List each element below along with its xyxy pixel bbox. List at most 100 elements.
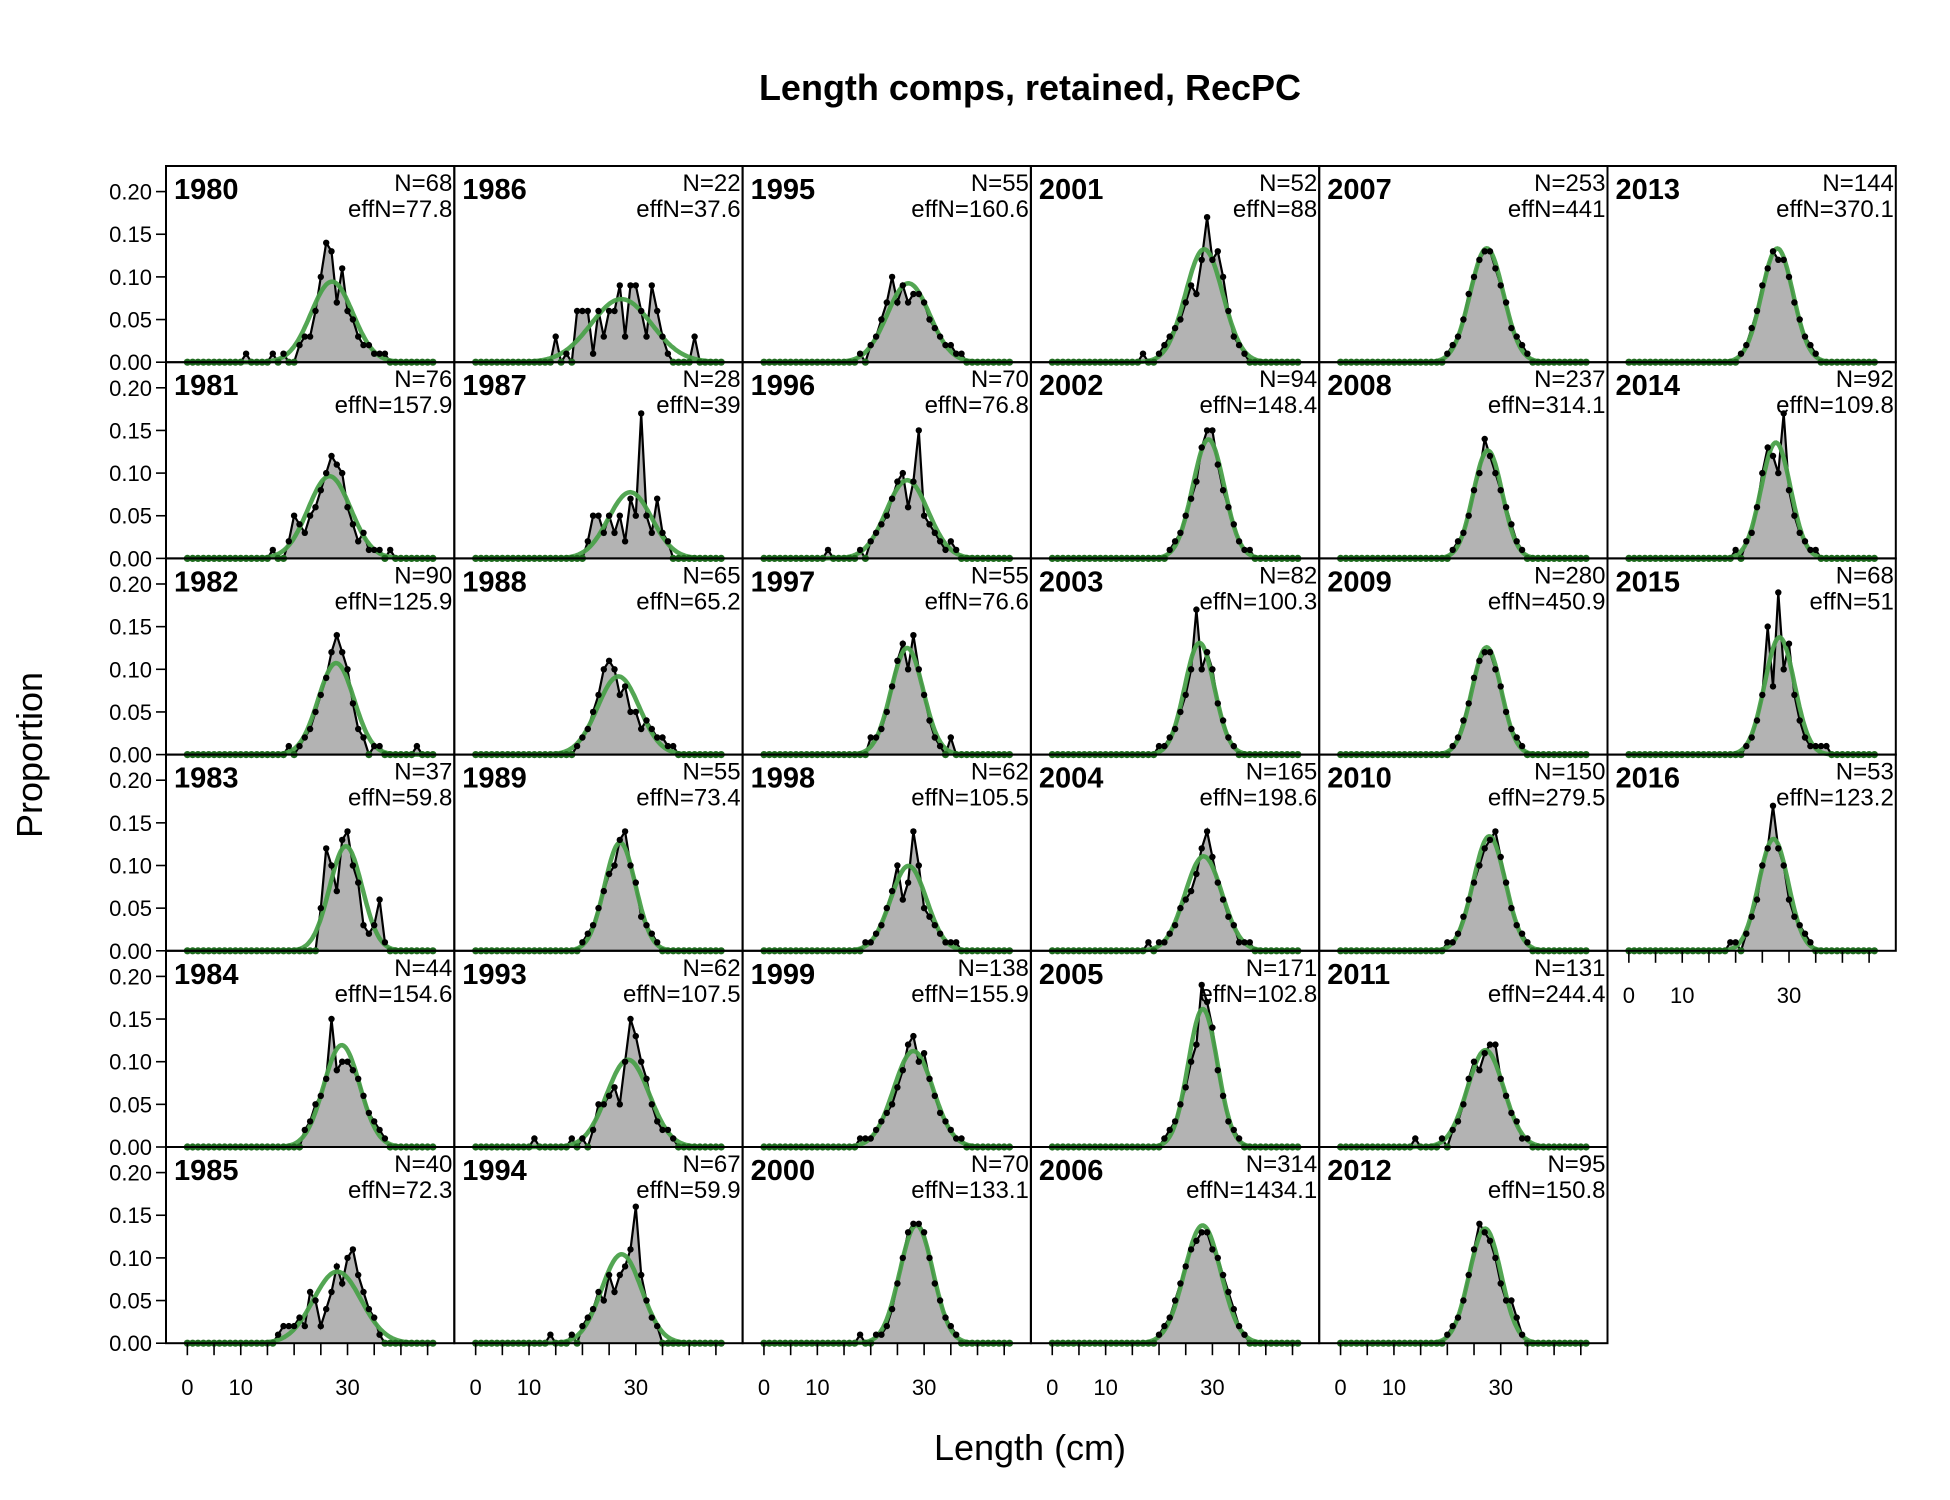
observed-point (1465, 290, 1472, 298)
observed-point (317, 273, 324, 281)
observed-point (563, 350, 570, 357)
observed-point (958, 1135, 965, 1142)
observed-area (763, 831, 1010, 951)
observed-point (1508, 725, 1515, 733)
observed-area (1340, 1044, 1587, 1147)
panel-frame (1318, 1146, 1609, 1345)
panel-year-label: 1996 (751, 370, 816, 402)
panel-effn-label: effN=109.8 (1776, 392, 1894, 419)
observed-point (899, 282, 906, 289)
x-tick-label: 30 (1200, 1375, 1224, 1400)
panel-year-label: 1998 (751, 763, 816, 795)
observed-area (1340, 652, 1587, 755)
observed-point (1481, 845, 1488, 852)
observed-point (1214, 461, 1222, 468)
observed-point (1203, 649, 1211, 656)
observed-point (1764, 444, 1771, 451)
observed-point (915, 862, 922, 869)
observed-point (1225, 504, 1232, 511)
observed-point (349, 1246, 357, 1253)
observed-point (872, 1126, 880, 1134)
observed-area (1340, 831, 1587, 951)
observed-point (648, 930, 655, 937)
observed-point (333, 461, 340, 468)
observed-point (931, 1092, 938, 1100)
observed-point (1198, 666, 1205, 673)
observed-point (1518, 1135, 1526, 1142)
observed-point (333, 299, 340, 306)
observed-point (1444, 350, 1451, 357)
observed-point (1465, 896, 1472, 903)
observed-point (1161, 1135, 1168, 1142)
observed-point (1412, 1135, 1419, 1142)
observed-point (904, 1041, 912, 1048)
observed-point (648, 529, 655, 536)
observed-point (605, 870, 613, 878)
observed-point (926, 717, 933, 724)
observed-point (323, 1075, 330, 1083)
observed-point (1166, 1126, 1173, 1134)
observed-point (659, 734, 666, 741)
observed-point (1209, 1024, 1216, 1031)
panel-year-label: 1987 (462, 370, 527, 402)
observed-point (589, 1305, 597, 1313)
observed-area (1340, 251, 1587, 363)
panel-effn-label: effN=244.4 (1488, 981, 1606, 1008)
observed-point (1748, 324, 1755, 332)
observed-line (187, 828, 433, 952)
observed-point (328, 862, 335, 869)
observed-point (360, 341, 367, 349)
observed-point (953, 546, 960, 554)
observed-point (1801, 538, 1809, 545)
observed-point (323, 1305, 330, 1313)
observed-point (883, 1322, 890, 1330)
observed-area (475, 1206, 722, 1344)
observed-point (280, 350, 287, 357)
observed-point (323, 674, 330, 681)
observed-point (376, 1331, 383, 1338)
observed-point (1753, 717, 1761, 724)
observed-point (648, 725, 655, 733)
panel-n-label: N=55 (971, 562, 1029, 589)
observed-point (856, 546, 864, 554)
observed-point (1235, 1135, 1243, 1142)
observed-point (915, 1058, 922, 1065)
x-tick-label: 10 (517, 1375, 541, 1400)
panel-year-label: 2000 (751, 1155, 816, 1187)
x-axis-title: Length (cm) (934, 1427, 1126, 1468)
observed-point (1791, 512, 1798, 519)
observed-area (1052, 831, 1298, 951)
observed-point (947, 538, 954, 545)
observed-point (317, 1322, 324, 1330)
observed-point (371, 350, 378, 357)
observed-point (1807, 341, 1814, 349)
observed-point (1166, 930, 1173, 937)
observed-point (1481, 1050, 1488, 1057)
panel-effn-label: effN=107.5 (623, 981, 741, 1008)
observed-point (1476, 469, 1483, 477)
observed-point (1177, 529, 1184, 536)
observed-point (365, 546, 373, 554)
observed-point (611, 862, 618, 869)
observed-point (904, 879, 912, 886)
observed-point (1438, 1135, 1446, 1142)
observed-point (355, 333, 362, 340)
panel-year-label: 2005 (1039, 959, 1104, 991)
observed-point (611, 1288, 618, 1296)
observed-point (323, 845, 330, 852)
y-tick-label: 0.10 (109, 461, 152, 486)
observed-point (339, 469, 346, 477)
y-tick-label: 0.10 (109, 265, 152, 290)
observed-point (659, 529, 666, 536)
observed-point (1198, 1229, 1205, 1236)
observed-point (1759, 862, 1766, 869)
observed-point (328, 1015, 335, 1023)
observed-point (894, 862, 901, 869)
observed-point (947, 1322, 954, 1330)
observed-point (904, 1229, 912, 1236)
x-tick-label: 30 (912, 1375, 936, 1400)
observed-point (1780, 410, 1787, 417)
